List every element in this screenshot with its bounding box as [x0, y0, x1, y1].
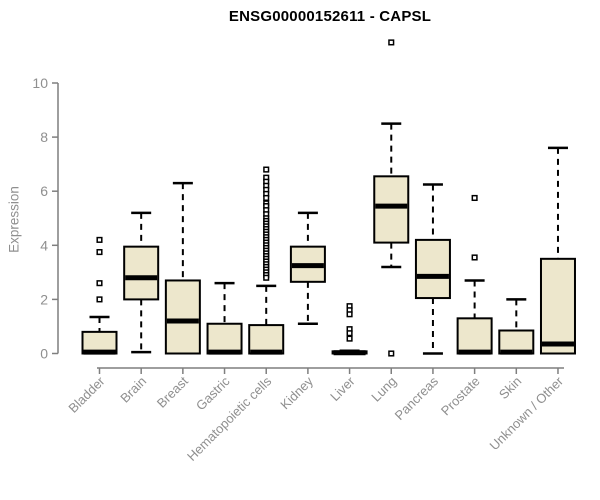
- box-hematopoietic-cells: [248, 324, 285, 355]
- box-unknown-other: [539, 257, 576, 355]
- x-tick-label: Prostate: [438, 374, 483, 419]
- x-tick-label: Kidney: [277, 373, 316, 412]
- x-tick-label: Bladder: [65, 373, 108, 416]
- outlier-point: [96, 280, 103, 287]
- y-tick-label: 6: [40, 183, 48, 199]
- outlier-point: [263, 166, 270, 173]
- x-tick-label: Unknown / Other: [487, 373, 567, 453]
- x-tick-label: Lung: [368, 374, 399, 405]
- outlier-point: [388, 350, 395, 357]
- outlier-point: [96, 236, 103, 243]
- x-tick-label: Gastric: [193, 373, 233, 413]
- outlier-point: [346, 311, 353, 318]
- chart-title: ENSG00000152611 - CAPSL: [228, 8, 432, 25]
- y-tick-label: 2: [40, 291, 48, 307]
- x-tick-label: Liver: [327, 373, 358, 404]
- y-tick-label: 8: [40, 129, 48, 145]
- outlier-point: [471, 194, 478, 202]
- box-gastric: [206, 322, 243, 355]
- x-tick-label: Breast: [154, 373, 191, 410]
- box-pancreas: [414, 238, 451, 300]
- y-tick-label: 10: [32, 75, 48, 91]
- outlier-point: [263, 194, 270, 202]
- y-tick-label: 0: [40, 346, 48, 362]
- outlier-point: [263, 274, 270, 281]
- x-tick-label: Brain: [117, 374, 149, 406]
- outlier-point: [346, 330, 353, 337]
- outlier-point: [96, 296, 103, 303]
- box-breast: [164, 279, 201, 355]
- x-tick-label: Pancreas: [392, 373, 442, 423]
- outlier-point: [96, 249, 103, 256]
- box-brain: [123, 245, 160, 301]
- outlier-point: [388, 39, 395, 46]
- x-tick-label: Skin: [496, 374, 524, 402]
- y-tick-label: 4: [40, 237, 48, 253]
- outlier-point: [471, 254, 478, 261]
- box-lung: [373, 175, 410, 244]
- outlier-point: [346, 335, 353, 342]
- box-prostate: [456, 317, 493, 355]
